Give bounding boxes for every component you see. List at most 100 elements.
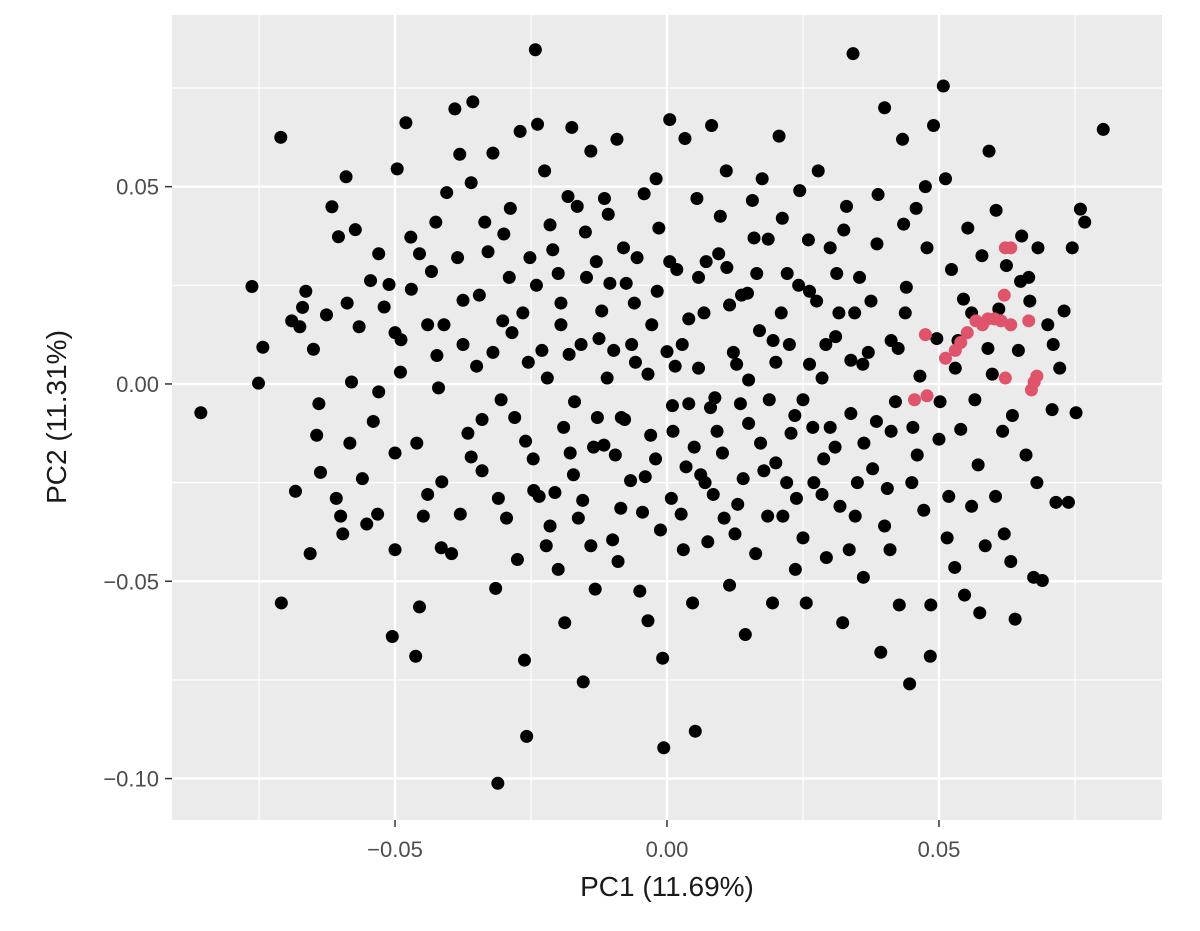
data-point	[723, 298, 737, 312]
data-point	[715, 446, 729, 460]
data-point	[641, 614, 655, 628]
data-point	[390, 162, 404, 176]
data-point	[766, 596, 780, 610]
data-point	[299, 284, 313, 298]
data-point	[663, 113, 677, 127]
data-point	[944, 263, 958, 277]
data-point	[627, 296, 641, 310]
data-point	[314, 465, 327, 479]
data-point	[956, 292, 970, 306]
data-point	[761, 509, 775, 523]
data-point	[611, 555, 625, 569]
data-point	[830, 266, 844, 280]
data-point	[982, 144, 996, 158]
data-point	[554, 296, 568, 310]
data-point	[775, 211, 789, 225]
data-point	[649, 452, 663, 466]
data-point	[856, 357, 870, 371]
data-point	[968, 393, 982, 407]
data-point	[610, 132, 624, 146]
data-point	[710, 424, 724, 438]
data-point	[416, 509, 430, 523]
data-point	[788, 562, 802, 576]
data-point	[336, 527, 350, 541]
data-point	[731, 497, 745, 511]
data-point	[597, 191, 611, 205]
data-point	[807, 476, 821, 490]
data-point	[588, 582, 602, 596]
data-point	[698, 476, 712, 490]
data-point	[529, 278, 543, 292]
data-point	[649, 172, 663, 186]
data-point	[745, 193, 759, 207]
data-point	[601, 207, 615, 221]
data-point	[803, 284, 817, 298]
data-point	[578, 225, 592, 239]
data-point	[723, 578, 737, 592]
data-points	[194, 43, 1110, 790]
data-point	[364, 274, 378, 288]
data-point	[930, 332, 944, 346]
data-point	[939, 172, 953, 186]
data-point	[597, 438, 611, 452]
data-point	[1019, 448, 1033, 462]
data-point	[1041, 318, 1055, 332]
data-point	[1073, 202, 1087, 216]
data-point	[274, 130, 288, 144]
data-point	[776, 509, 790, 523]
data-point	[730, 357, 744, 371]
data-point	[535, 343, 549, 357]
data-point	[965, 499, 979, 513]
data-point	[551, 562, 565, 576]
data-point	[940, 531, 954, 545]
data-point	[997, 527, 1011, 541]
data-point	[587, 440, 601, 454]
data-point	[421, 318, 435, 332]
data-point	[409, 649, 423, 663]
data-point	[789, 491, 803, 505]
data-point	[842, 543, 856, 557]
data-point	[836, 616, 850, 630]
data-point	[637, 187, 651, 201]
data-point	[923, 649, 937, 663]
data-point	[385, 630, 399, 644]
data-point	[910, 448, 924, 462]
data-point	[920, 241, 934, 255]
data-point	[561, 190, 575, 204]
highlighted-data-point	[997, 288, 1011, 302]
data-point	[692, 270, 706, 284]
data-point	[388, 543, 402, 557]
data-point	[657, 741, 671, 755]
data-point	[697, 306, 711, 320]
data-point	[520, 729, 534, 743]
data-point	[348, 223, 362, 237]
data-point	[736, 472, 750, 486]
data-point	[624, 474, 638, 488]
data-point	[942, 489, 956, 503]
data-point	[464, 176, 478, 190]
data-point	[866, 462, 880, 476]
data-point	[933, 395, 947, 409]
data-point	[917, 503, 931, 517]
data-point	[833, 499, 847, 513]
data-point	[456, 337, 470, 351]
data-point	[811, 164, 825, 178]
data-point	[682, 312, 696, 326]
data-point	[948, 361, 962, 375]
data-point	[769, 456, 783, 470]
data-point	[619, 276, 633, 290]
data-point	[325, 200, 339, 214]
data-point	[245, 279, 259, 293]
data-point	[699, 255, 713, 269]
data-point	[682, 397, 696, 411]
data-point	[607, 343, 621, 357]
data-point	[424, 264, 438, 278]
data-point	[958, 588, 972, 602]
data-point	[864, 294, 878, 308]
data-point	[989, 203, 1003, 217]
data-point	[562, 347, 576, 361]
data-point	[566, 468, 580, 482]
data-point	[377, 300, 391, 314]
data-point	[393, 365, 407, 379]
